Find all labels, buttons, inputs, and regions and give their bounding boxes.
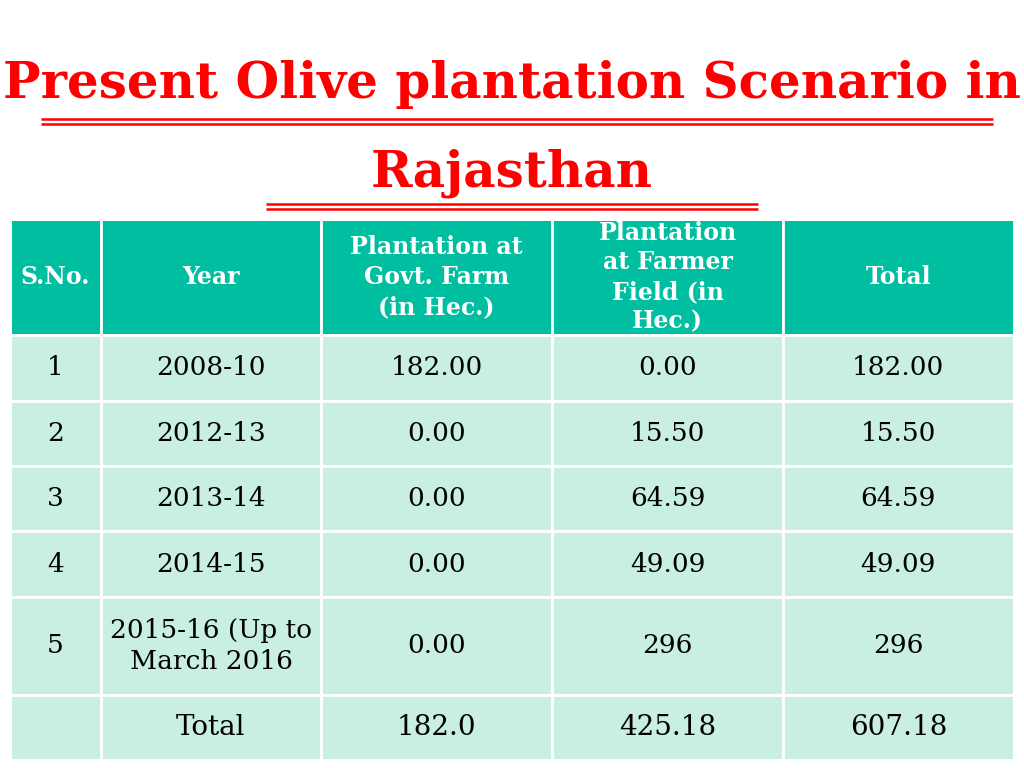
Text: 296: 296 [642, 634, 692, 658]
Text: 2015-16 (Up to
March 2016: 2015-16 (Up to March 2016 [110, 618, 312, 674]
Text: 49.09: 49.09 [860, 551, 936, 577]
Text: 2013-14: 2013-14 [156, 486, 266, 511]
Bar [100, 219, 322, 336]
Bar [783, 401, 1014, 466]
Text: Present Olive plantation Scenario in: Present Olive plantation Scenario in [3, 60, 1021, 109]
Text: 64.59: 64.59 [630, 486, 706, 511]
Text: 2008-10: 2008-10 [157, 356, 265, 380]
Bar [100, 531, 322, 597]
Bar [100, 695, 322, 760]
Bar [100, 466, 322, 531]
Bar [10, 401, 100, 466]
Bar [552, 695, 783, 760]
Bar [100, 401, 322, 466]
Bar [10, 597, 100, 695]
Bar [783, 466, 1014, 531]
Text: 0.00: 0.00 [408, 551, 466, 577]
Bar [552, 401, 783, 466]
Text: 49.09: 49.09 [630, 551, 706, 577]
Text: Total: Total [865, 265, 931, 289]
Text: Plantation at
Govt. Farm
(in Hec.): Plantation at Govt. Farm (in Hec.) [350, 235, 523, 319]
Text: 182.00: 182.00 [852, 356, 944, 380]
Text: S.No.: S.No. [20, 265, 90, 289]
Bar [10, 219, 1014, 760]
Text: 3: 3 [47, 486, 63, 511]
Bar [10, 466, 100, 531]
Bar [783, 219, 1014, 336]
Bar [322, 401, 552, 466]
Bar [552, 466, 783, 531]
Text: 607.18: 607.18 [850, 714, 947, 741]
Text: 15.50: 15.50 [630, 421, 706, 446]
Bar [783, 336, 1014, 401]
Bar [100, 336, 322, 401]
Bar [783, 597, 1014, 695]
Bar [322, 466, 552, 531]
Bar [783, 695, 1014, 760]
Bar [10, 219, 100, 336]
Text: 1: 1 [47, 356, 63, 380]
Text: 64.59: 64.59 [860, 486, 936, 511]
Text: 0.00: 0.00 [408, 486, 466, 511]
Text: 0.00: 0.00 [638, 356, 697, 380]
Text: 2012-13: 2012-13 [156, 421, 266, 446]
Text: 5: 5 [47, 634, 63, 658]
Bar [552, 531, 783, 597]
Bar [322, 597, 552, 695]
Text: 2: 2 [47, 421, 63, 446]
Bar [322, 695, 552, 760]
Bar [322, 531, 552, 597]
Bar [322, 219, 552, 336]
Text: 4: 4 [47, 551, 63, 577]
Text: 0.00: 0.00 [408, 634, 466, 658]
Bar [552, 336, 783, 401]
Text: 0.00: 0.00 [408, 421, 466, 446]
Text: Year: Year [182, 265, 240, 289]
Bar [100, 597, 322, 695]
Text: Rajasthan: Rajasthan [371, 148, 653, 197]
Text: 425.18: 425.18 [618, 714, 716, 741]
Bar [552, 219, 783, 336]
Text: Total: Total [176, 714, 246, 741]
Bar [552, 597, 783, 695]
Text: 296: 296 [873, 634, 924, 658]
Text: 182.00: 182.00 [390, 356, 483, 380]
Bar [10, 531, 100, 597]
Text: Plantation
at Farmer
Field (in
Hec.): Plantation at Farmer Field (in Hec.) [598, 220, 736, 333]
Bar [783, 531, 1014, 597]
Text: 2014-15: 2014-15 [157, 551, 265, 577]
Text: 182.0: 182.0 [397, 714, 476, 741]
Bar [322, 336, 552, 401]
Bar [10, 695, 100, 760]
Bar [10, 336, 100, 401]
Text: 15.50: 15.50 [860, 421, 936, 446]
